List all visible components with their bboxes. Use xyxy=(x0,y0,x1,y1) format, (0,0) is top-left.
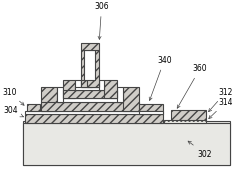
Bar xyxy=(41,102,138,111)
Text: 310: 310 xyxy=(2,88,24,105)
Text: 312: 312 xyxy=(208,88,233,112)
Bar xyxy=(99,80,104,90)
Text: 314: 314 xyxy=(209,98,233,119)
Bar xyxy=(27,104,40,111)
Bar xyxy=(104,80,117,98)
Text: 304: 304 xyxy=(3,106,24,117)
Bar xyxy=(87,51,99,87)
Bar xyxy=(81,51,92,87)
Bar xyxy=(23,121,230,165)
Bar xyxy=(81,43,99,51)
Bar xyxy=(63,90,117,98)
Bar xyxy=(57,98,122,102)
Bar xyxy=(57,87,63,102)
Bar xyxy=(122,87,138,111)
Bar xyxy=(164,120,206,123)
Bar xyxy=(76,87,104,90)
Bar xyxy=(138,104,163,111)
Bar xyxy=(170,110,206,120)
Bar xyxy=(76,80,81,90)
Bar xyxy=(25,114,163,123)
Text: 306: 306 xyxy=(94,2,109,39)
Bar xyxy=(23,123,230,165)
Text: 302: 302 xyxy=(188,141,212,159)
Bar xyxy=(117,87,122,102)
Bar xyxy=(41,87,57,111)
Bar xyxy=(84,51,96,80)
Text: 360: 360 xyxy=(177,64,208,108)
Text: 340: 340 xyxy=(149,56,172,100)
Bar xyxy=(63,80,76,98)
Bar xyxy=(81,80,99,87)
Bar xyxy=(25,111,163,114)
Bar xyxy=(138,111,163,114)
